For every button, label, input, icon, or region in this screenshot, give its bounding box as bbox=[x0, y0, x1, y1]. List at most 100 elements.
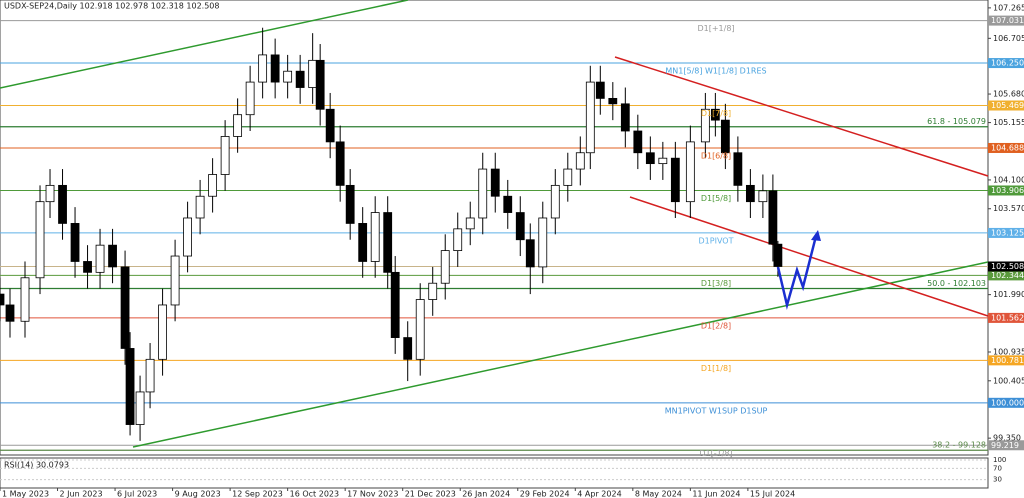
x-tick-label: 11 Jun 2024 bbox=[692, 490, 740, 498]
candle-body bbox=[345, 184, 355, 224]
candle-body bbox=[478, 168, 488, 219]
candle-body bbox=[335, 141, 345, 186]
candle-body bbox=[608, 97, 618, 105]
fib-text: 61.8 - 105.079 bbox=[927, 117, 986, 126]
level-text: MN1[5/8] W1[1/8] D1RES bbox=[665, 67, 766, 76]
candle-body bbox=[58, 184, 67, 224]
rsi-tick-label: 100 bbox=[993, 456, 1006, 464]
candle-body bbox=[620, 103, 630, 132]
candle-body bbox=[315, 59, 325, 110]
candle-body bbox=[5, 304, 15, 322]
candle-body bbox=[550, 184, 560, 219]
candle-body bbox=[633, 130, 643, 154]
candle-body bbox=[645, 152, 655, 165]
price-tag bbox=[988, 100, 1024, 111]
candle-body bbox=[195, 195, 205, 219]
trend-line bbox=[132, 261, 989, 448]
level-text: D1[1/8] bbox=[701, 364, 731, 373]
candle-body bbox=[415, 299, 425, 360]
candle-body bbox=[700, 108, 710, 143]
candle-body bbox=[758, 190, 768, 203]
x-tick-label: 12 Sep 2023 bbox=[232, 490, 283, 498]
x-tick-label: 29 Feb 2024 bbox=[520, 490, 570, 498]
candles bbox=[0, 27, 783, 441]
candle-body bbox=[70, 223, 80, 262]
x-tick-label: 15 Jul 2024 bbox=[750, 490, 795, 498]
x-tick-label: 8 May 2024 bbox=[635, 490, 682, 498]
candle-body bbox=[370, 212, 380, 262]
x-tick-label: 9 Aug 2023 bbox=[175, 490, 221, 498]
x-tick-label: 16 Oct 2023 bbox=[290, 490, 339, 498]
level-text: D1[2/8] bbox=[701, 321, 731, 330]
price-tag bbox=[988, 185, 1024, 196]
candle-body bbox=[108, 244, 117, 268]
level-text: D1[-1/8] bbox=[699, 449, 732, 458]
price-tag-label: 102.508 bbox=[991, 262, 1024, 271]
price-tag bbox=[988, 312, 1024, 323]
x-tick-label: 4 Apr 2024 bbox=[577, 490, 621, 498]
y-tick-label: 100.405 bbox=[993, 376, 1024, 385]
price-tag bbox=[988, 58, 1024, 69]
price-tag-label: 102.344 bbox=[991, 271, 1024, 280]
candle-body bbox=[120, 266, 130, 349]
y-tick-label: 99.350 bbox=[993, 434, 1021, 443]
forecast-arrow bbox=[776, 235, 818, 310]
candle-body bbox=[95, 244, 105, 273]
price-tag-label: 104.688 bbox=[991, 143, 1024, 152]
x-tick-label: 17 Nov 2023 bbox=[347, 490, 398, 498]
candle-body bbox=[270, 54, 280, 83]
candle-body bbox=[595, 81, 605, 99]
price-tag bbox=[988, 440, 1024, 451]
fib-text: 50.0 - 102.103 bbox=[927, 279, 986, 288]
candle-body bbox=[145, 358, 155, 393]
candle-body bbox=[325, 108, 335, 143]
x-tick-label: 6 Jul 2023 bbox=[117, 490, 157, 498]
plot-frame bbox=[0, 0, 989, 456]
price-tag bbox=[988, 355, 1024, 366]
candle-body bbox=[390, 271, 400, 338]
rsi-frame bbox=[0, 457, 989, 489]
trend-line bbox=[0, 0, 409, 89]
y-tick-label: 107.265 bbox=[993, 3, 1024, 12]
price-tag-label: 105.469 bbox=[991, 101, 1024, 110]
candle-body bbox=[245, 81, 255, 116]
candle-body bbox=[440, 250, 450, 284]
candle-body bbox=[575, 152, 585, 170]
rsi-title: RSI(14) 30.0793 bbox=[4, 461, 69, 470]
price-tag bbox=[988, 261, 1024, 272]
candle-body bbox=[83, 261, 92, 273]
candle-body bbox=[428, 282, 438, 300]
candle-body bbox=[233, 114, 243, 137]
candle-body bbox=[35, 201, 45, 279]
candle-body bbox=[710, 108, 720, 121]
candle-body bbox=[773, 243, 783, 267]
candle-body bbox=[308, 59, 318, 88]
candle-body bbox=[45, 184, 55, 203]
candle-body bbox=[403, 337, 413, 360]
price-tag-label: 103.125 bbox=[991, 228, 1024, 237]
candle-body bbox=[135, 391, 145, 425]
candle-body bbox=[720, 119, 730, 154]
candle-body bbox=[295, 70, 305, 88]
candle-body bbox=[170, 255, 180, 306]
candle-body bbox=[183, 217, 192, 257]
levels bbox=[0, 20, 988, 451]
price-tag-label: 106.250 bbox=[991, 59, 1024, 68]
candle-body bbox=[490, 168, 500, 197]
candle-body bbox=[503, 195, 513, 213]
level-text: D1[5/8] bbox=[701, 194, 731, 203]
price-tag-label: 101.562 bbox=[991, 313, 1024, 322]
price-tag-label: 100.000 bbox=[991, 398, 1024, 407]
level-text: D1PIVOT bbox=[699, 236, 734, 245]
y-tick-label: 105.680 bbox=[993, 90, 1024, 99]
price-tag-label: 107.031 bbox=[991, 16, 1024, 25]
candle-body bbox=[125, 348, 135, 425]
price-tag-label: 103.906 bbox=[991, 186, 1024, 195]
x-tick-label: 21 Dec 2023 bbox=[405, 490, 456, 498]
candle-body bbox=[208, 174, 218, 197]
y-tick-label: 104.100 bbox=[993, 175, 1024, 184]
x-tick-label: 26 Jan 2024 bbox=[462, 490, 510, 498]
candle-body bbox=[358, 223, 368, 262]
candle-body bbox=[220, 136, 230, 175]
